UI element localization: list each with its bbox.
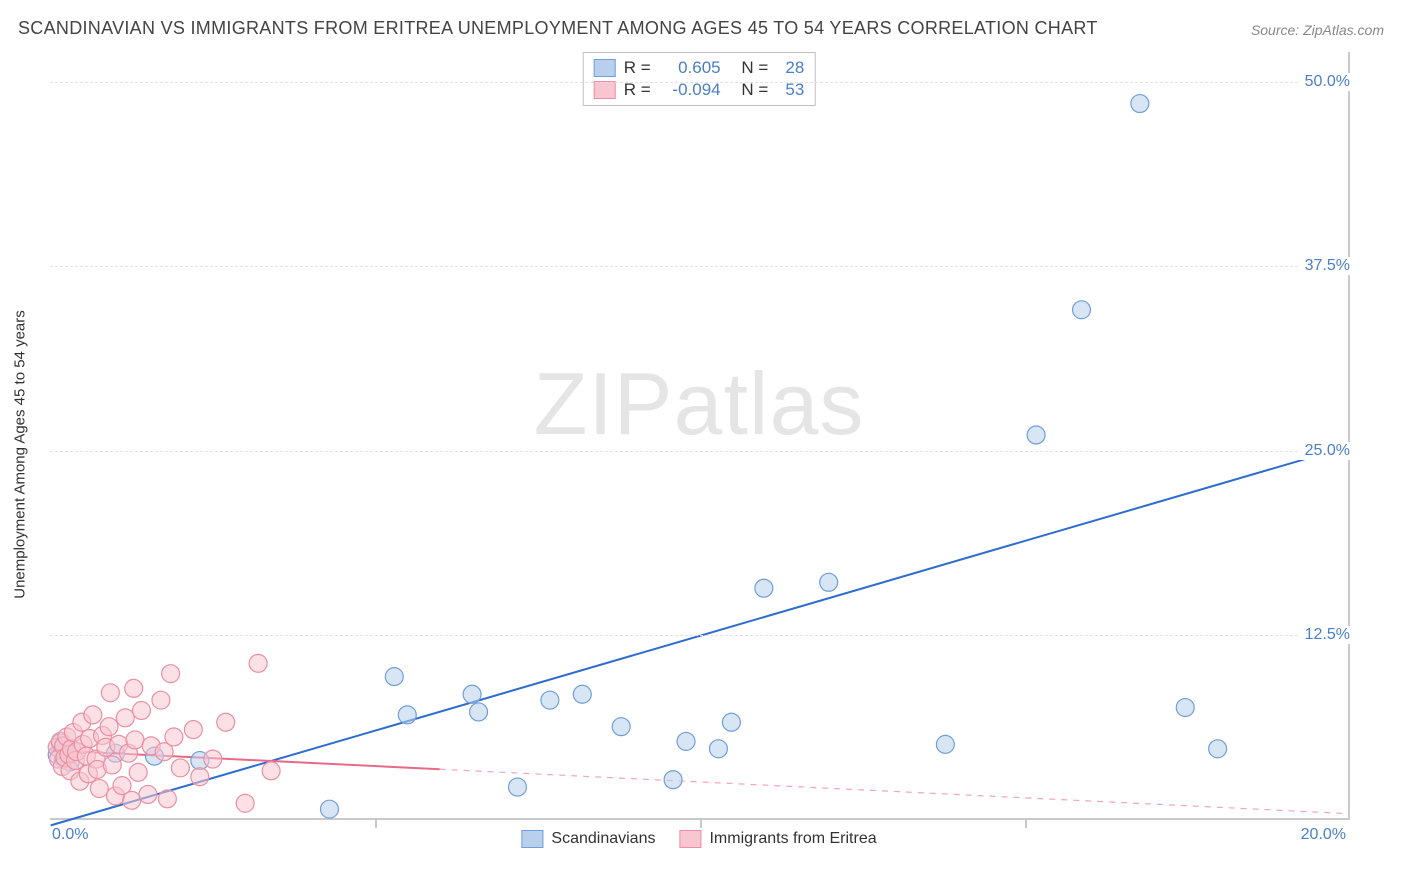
source-attribution: Source: ZipAtlas.com (1251, 22, 1384, 38)
data-point-scandinavians (936, 735, 954, 753)
legend-item-eritrea: Immigrants from Eritrea (679, 830, 876, 848)
data-point-eritrea (116, 709, 134, 727)
y-tick-label: 37.5% (1299, 257, 1350, 275)
regression-extrapolation-eritrea (440, 769, 1348, 813)
plot-area: ZIPatlas R = 0.605 N = 28 R = -0.094 N =… (50, 52, 1350, 820)
gridline (50, 266, 1348, 267)
data-point-eritrea (236, 794, 254, 812)
swatch-blue-icon (521, 830, 543, 848)
x-axis-min-label: 0.0% (52, 826, 88, 844)
series-legend: Scandinavians Immigrants from Eritrea (521, 830, 876, 848)
data-point-eritrea (262, 762, 280, 780)
data-point-eritrea (152, 691, 170, 709)
data-point-scandinavians (508, 778, 526, 796)
data-point-eritrea (162, 665, 180, 683)
data-point-eritrea (126, 731, 144, 749)
data-point-scandinavians (664, 771, 682, 789)
data-point-scandinavians (385, 668, 403, 686)
legend-label: Scandinavians (551, 830, 655, 848)
data-point-scandinavians (1176, 699, 1194, 717)
data-point-scandinavians (1027, 426, 1045, 444)
data-point-eritrea (184, 721, 202, 739)
data-point-scandinavians (722, 713, 740, 731)
y-tick-label: 12.5% (1299, 626, 1350, 644)
gridline (50, 82, 1348, 83)
x-tick (375, 818, 377, 828)
x-axis-max-label: 20.0% (1301, 826, 1346, 844)
gridline (50, 451, 1348, 452)
data-point-scandinavians (820, 573, 838, 591)
gridline (50, 635, 1348, 636)
data-point-eritrea (101, 684, 119, 702)
chart-svg (50, 52, 1348, 818)
legend-label: Immigrants from Eritrea (709, 830, 876, 848)
data-point-scandinavians (677, 732, 695, 750)
y-tick-label: 50.0% (1299, 73, 1350, 91)
data-point-eritrea (204, 750, 222, 768)
y-axis-title: Unemployment Among Ages 45 to 54 years (12, 310, 29, 599)
y-tick-label: 25.0% (1299, 442, 1350, 460)
data-point-eritrea (103, 756, 121, 774)
data-point-eritrea (158, 790, 176, 808)
data-point-scandinavians (755, 579, 773, 597)
swatch-pink-icon (679, 830, 701, 848)
data-point-scandinavians (709, 740, 727, 758)
data-point-eritrea (249, 654, 267, 672)
data-point-eritrea (100, 718, 118, 736)
data-point-scandinavians (573, 685, 591, 703)
data-point-eritrea (139, 785, 157, 803)
data-point-scandinavians (1131, 95, 1149, 113)
data-point-scandinavians (612, 718, 630, 736)
data-point-eritrea (129, 763, 147, 781)
x-tick (700, 818, 702, 828)
data-point-scandinavians (541, 691, 559, 709)
legend-item-scandinavian: Scandinavians (521, 830, 655, 848)
data-point-eritrea (90, 780, 108, 798)
data-point-eritrea (123, 791, 141, 809)
data-point-scandinavians (320, 800, 338, 818)
data-point-eritrea (217, 713, 235, 731)
data-point-eritrea (191, 768, 209, 786)
data-point-scandinavians (470, 703, 488, 721)
data-point-eritrea (125, 679, 143, 697)
data-point-scandinavians (463, 685, 481, 703)
data-point-eritrea (165, 728, 183, 746)
data-point-scandinavians (398, 706, 416, 724)
data-point-eritrea (132, 701, 150, 719)
data-point-eritrea (84, 706, 102, 724)
data-point-scandinavians (1209, 740, 1227, 758)
chart-title: SCANDINAVIAN VS IMMIGRANTS FROM ERITREA … (18, 18, 1098, 39)
data-point-eritrea (171, 759, 189, 777)
data-point-scandinavians (1073, 301, 1091, 319)
x-tick (1025, 818, 1027, 828)
